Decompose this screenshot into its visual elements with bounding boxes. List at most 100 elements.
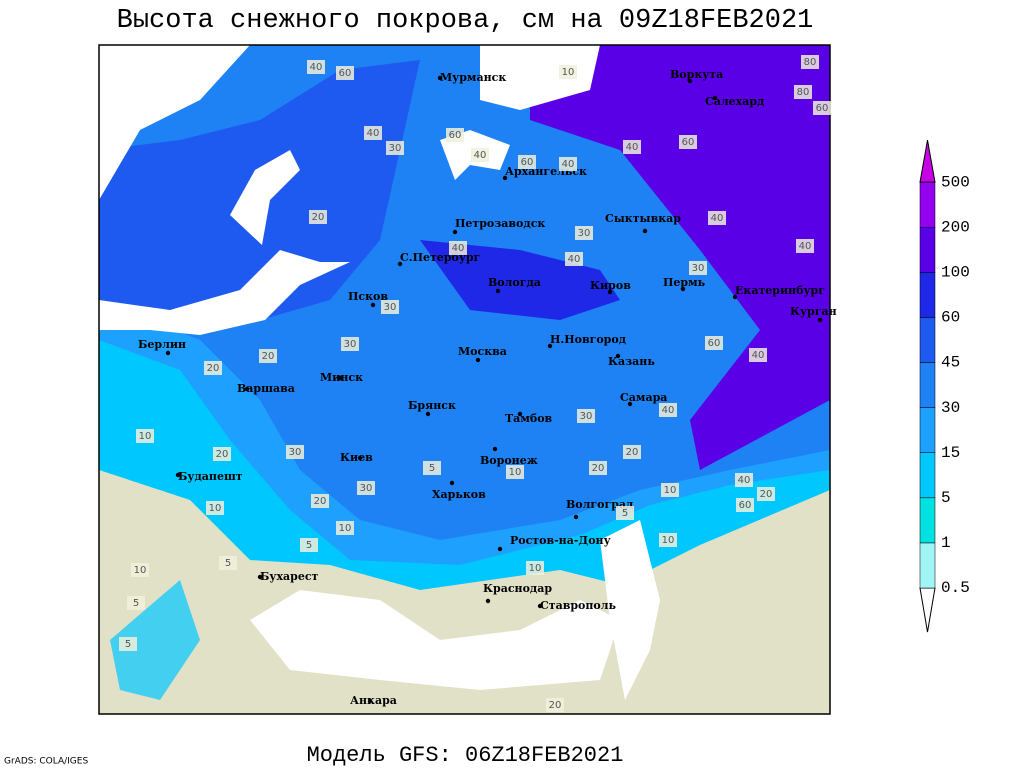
contour-label: 60 <box>816 103 829 114</box>
contour-label: 60 <box>708 338 721 349</box>
city-dot <box>475 357 481 363</box>
contour-label-box <box>336 66 354 80</box>
contour-label-box <box>749 348 767 362</box>
city-label: Воркута <box>670 68 723 81</box>
contour-label-box <box>286 445 304 459</box>
contour-label: 20 <box>262 351 275 362</box>
contour-label: 40 <box>738 475 751 486</box>
city-label: Тамбов <box>505 412 553 425</box>
contour-label: 30 <box>580 411 593 422</box>
contour-label: 40 <box>474 150 487 161</box>
city-dot <box>607 289 613 295</box>
contour-label-box <box>736 498 754 512</box>
contour-label: 80 <box>804 57 817 68</box>
contour-label: 30 <box>389 143 402 154</box>
city-dot <box>642 228 648 234</box>
city-dot <box>437 75 443 81</box>
contour-label-box <box>381 300 399 314</box>
credit: GrADS: COLA/IGES <box>4 757 88 767</box>
contour-label: 60 <box>339 68 352 79</box>
contour-label-box <box>708 211 726 225</box>
colorbar-band <box>919 226 936 273</box>
contour-label: 30 <box>360 483 373 494</box>
contour-label-box <box>526 561 544 575</box>
contour-label: 40 <box>367 128 380 139</box>
contour-label-box <box>471 148 489 162</box>
city-label: Харьков <box>432 488 486 501</box>
contour-label-box <box>219 556 237 570</box>
contour-label-box <box>423 461 441 475</box>
contour-label: 10 <box>529 563 542 574</box>
city-dot <box>337 375 343 381</box>
contour-label: 60 <box>682 137 695 148</box>
city-label: Брянск <box>408 399 456 412</box>
contour-label-box <box>357 481 375 495</box>
city-dot <box>537 603 543 609</box>
colorbar-label: 15 <box>941 444 960 462</box>
city-label: Киров <box>590 279 631 292</box>
city-label: Киев <box>340 451 373 464</box>
city-dot <box>367 698 373 704</box>
title: Высота снежного покрова, см на 09Z18FEB2… <box>117 6 814 36</box>
contour-label-box <box>546 698 564 712</box>
contour-label: 10 <box>209 503 222 514</box>
colorbar-tip <box>919 140 936 183</box>
contour-label: 20 <box>592 463 605 474</box>
contour-label: 10 <box>139 431 152 442</box>
city-dot <box>712 95 718 101</box>
contour-label-box <box>559 65 577 79</box>
contour-label-box <box>689 261 707 275</box>
city-dot <box>502 175 508 181</box>
contour-label: 10 <box>562 67 575 78</box>
contour-label-box <box>259 349 277 363</box>
sea <box>99 45 250 200</box>
contour-label-box <box>577 409 595 423</box>
sea <box>250 590 620 690</box>
city-label: Анкара <box>350 694 397 707</box>
contour-label: 30 <box>692 263 705 274</box>
city-dot <box>425 411 431 417</box>
colorbar-band <box>919 497 936 544</box>
contour-label-box <box>213 447 231 461</box>
colorbar-band <box>919 362 936 408</box>
city-label: Мурманск <box>440 71 506 84</box>
contour-label-box <box>659 533 677 547</box>
contour-label: 40 <box>568 254 581 265</box>
city-label: Вологда <box>488 276 541 289</box>
contour-label-box <box>446 128 464 142</box>
city-dot <box>397 261 403 267</box>
contour-label: 5 <box>125 639 131 650</box>
contour-label: 60 <box>739 500 752 511</box>
city-label: Курган <box>790 305 837 318</box>
contour-label-box <box>565 252 583 266</box>
contour-label-box <box>679 135 697 149</box>
contour-label-box <box>136 429 154 443</box>
contour-label-box <box>506 465 524 479</box>
city-label: Минск <box>320 371 363 384</box>
city-label: Петрозаводск <box>455 217 545 230</box>
city-label: Берлин <box>138 338 186 351</box>
contour-label: 40 <box>562 159 575 170</box>
city-label: Псков <box>348 290 388 303</box>
colorbar-label: 100 <box>941 264 970 282</box>
contour-label: 5 <box>133 598 139 609</box>
snow-area <box>530 45 830 470</box>
city-dot <box>449 480 455 486</box>
city-dot <box>175 472 181 478</box>
city-dot <box>573 514 579 520</box>
colorbar-label: 0.5 <box>941 579 970 597</box>
contour-label: 40 <box>662 405 675 416</box>
contour-label-box <box>616 506 634 520</box>
contour-label-box <box>206 501 224 515</box>
city-label: Самара <box>620 391 667 404</box>
contour-label: 5 <box>622 508 628 519</box>
contour-label-box <box>309 210 327 224</box>
city-label: Н.Новгород <box>550 333 626 346</box>
sea <box>480 45 600 110</box>
contour-label-box <box>449 241 467 255</box>
city-label: Москва <box>458 345 507 358</box>
city-label: С.Петербург <box>400 251 481 264</box>
city-label: Бухарест <box>260 570 319 583</box>
city-label: Казань <box>608 355 655 368</box>
